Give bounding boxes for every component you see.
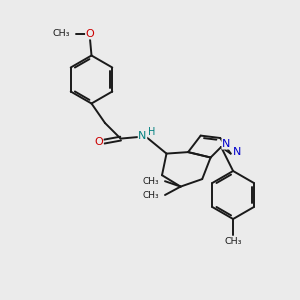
Text: O: O [94, 136, 103, 147]
Text: CH₃: CH₃ [143, 190, 160, 200]
Text: H: H [148, 127, 155, 137]
Text: O: O [85, 29, 94, 39]
Text: N: N [138, 130, 147, 141]
Text: N: N [222, 139, 230, 149]
Text: N: N [232, 147, 241, 157]
Text: CH₃: CH₃ [52, 29, 70, 38]
Text: CH₃: CH₃ [224, 237, 242, 246]
Text: CH₃: CH₃ [143, 177, 160, 186]
